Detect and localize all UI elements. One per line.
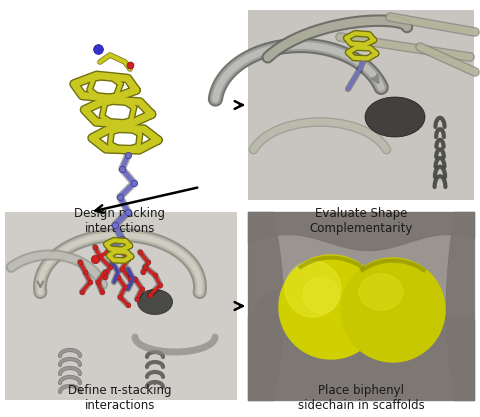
Bar [248, 10, 474, 200]
Ellipse shape [137, 289, 172, 314]
Text: Place biphenyl
sidechain in scaffolds: Place biphenyl sidechain in scaffolds [298, 384, 424, 412]
Ellipse shape [365, 97, 425, 137]
Polygon shape [359, 274, 403, 310]
Polygon shape [279, 255, 383, 359]
Text: Design packing
interactions: Design packing interactions [74, 207, 166, 235]
Polygon shape [303, 277, 339, 313]
Polygon shape [341, 258, 445, 362]
Bar [248, 212, 474, 400]
Text: Evaluate Shape
Complementarity: Evaluate Shape Complementarity [309, 207, 413, 235]
Bar [5, 212, 237, 400]
Text: Define π-stacking
interactions: Define π-stacking interactions [68, 384, 172, 412]
Polygon shape [285, 261, 341, 317]
